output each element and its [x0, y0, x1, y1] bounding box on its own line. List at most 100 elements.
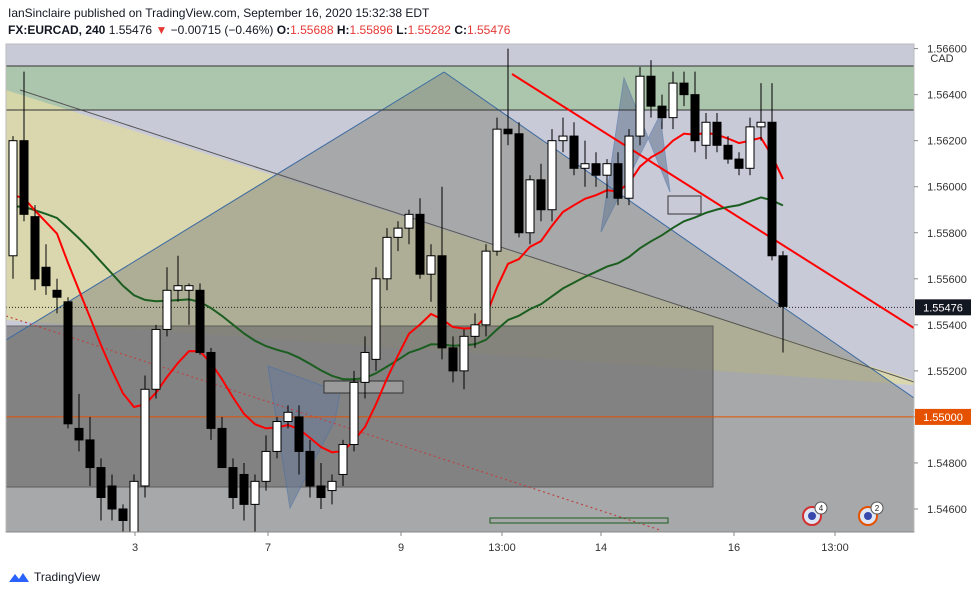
- bullish-candle: [558, 135, 568, 142]
- triangle-right-edge: [443, 71, 914, 399]
- bullish-candle: [162, 289, 172, 330]
- bearish-candle: [767, 121, 777, 257]
- bullish-candle: [624, 135, 634, 199]
- bearish-candle: [415, 213, 425, 275]
- y-tick-label: 1.56400: [927, 90, 967, 102]
- y-axis[interactable]: CAD 1.56600 1.56400 1.56200 1.56000 1.55800 1…: [914, 44, 967, 516]
- bearish-candle: [118, 508, 128, 521]
- x-tick-label: 13:00: [821, 542, 849, 554]
- bearish-candle: [690, 94, 700, 142]
- bullish-candle: [261, 450, 271, 482]
- bullish-candle: [151, 328, 161, 390]
- bearish-candle: [723, 144, 733, 160]
- bearish-candle: [316, 485, 326, 498]
- bullish-candle: [338, 444, 348, 475]
- bearish-candle: [536, 179, 546, 211]
- bullish-candle: [745, 126, 755, 169]
- plot-area[interactable]: 4 2: [6, 44, 914, 537]
- slow-moving-average: [12, 196, 784, 381]
- bullish-candle: [470, 324, 480, 337]
- bullish-candle: [393, 227, 403, 238]
- level-tag: 1.55000: [915, 408, 971, 425]
- symbol-info: FX:EURCAD, 240 1.55476 ▼ −0.00715 (−0.46…: [8, 23, 510, 37]
- green-box: [489, 517, 669, 524]
- demand-zone: [6, 325, 714, 488]
- bullish-candle: [492, 128, 502, 252]
- bearish-candle: [679, 82, 689, 96]
- bullish-candle: [481, 250, 491, 326]
- bearish-candle: [63, 301, 73, 425]
- bullish-candle: [349, 381, 359, 446]
- bullish-candle: [525, 179, 535, 234]
- candles: [8, 48, 788, 532]
- currency-label: CAD: [930, 53, 953, 65]
- triangle-left-edge: [6, 71, 445, 341]
- harmonic-pattern-1: [267, 365, 341, 510]
- x-tick-label: 14: [595, 542, 607, 554]
- red-trendline: [511, 73, 914, 329]
- bearish-candle: [206, 351, 216, 429]
- bearish-candle: [217, 427, 227, 469]
- y-tick-label: 1.55400: [927, 320, 967, 332]
- bullish-candle: [283, 411, 293, 423]
- event-icon-2[interactable]: 2: [858, 501, 884, 526]
- x-tick-label: 13:00: [488, 542, 516, 554]
- y-tick-label: 1.54600: [927, 504, 967, 516]
- x-tick-label: 7: [265, 542, 271, 554]
- bearish-candle: [30, 216, 40, 280]
- y-tick-label: 1.56000: [927, 182, 967, 194]
- down-arrow-icon: ▼: [155, 23, 168, 37]
- bullish-candle: [360, 351, 370, 383]
- bullish-candle: [184, 285, 194, 291]
- x-axis[interactable]: 3 7 9 13:00 14 16 13:00: [132, 532, 849, 554]
- bullish-candle: [250, 480, 260, 505]
- bullish-candle: [327, 480, 337, 492]
- bearish-candle: [591, 163, 601, 176]
- high-value: 1.55896: [349, 23, 393, 37]
- bullish-candle: [668, 82, 678, 119]
- bearish-candle: [294, 416, 304, 452]
- bearish-candle: [569, 135, 579, 169]
- bullish-candle: [459, 335, 469, 372]
- open-value: 1.55688: [290, 23, 334, 37]
- y-tick-label: 1.54800: [927, 458, 967, 470]
- y-tick-label: 1.55200: [927, 366, 967, 378]
- bullish-candle: [635, 75, 645, 137]
- low-label: L:: [396, 23, 408, 37]
- bearish-candle: [85, 439, 95, 469]
- bullish-candle: [272, 421, 282, 452]
- y-tick-label: 1.56200: [927, 136, 967, 148]
- current-price-tag: 1.55476: [915, 299, 971, 316]
- bullish-candle: [547, 140, 557, 211]
- y-tick-label: 1.55600: [927, 274, 967, 286]
- bearish-candle: [712, 121, 722, 146]
- y-tick-label: 1.56600: [927, 44, 967, 56]
- price-change: −0.00715 (−0.46%): [170, 23, 274, 37]
- bearish-candle: [778, 255, 788, 307]
- bearish-candle: [613, 163, 623, 199]
- level-tag-text: 1.55000: [923, 412, 963, 424]
- low-value: 1.55282: [407, 23, 451, 37]
- event-icon-1[interactable]: 4: [802, 501, 828, 526]
- bearish-candle: [734, 158, 744, 169]
- high-label: H:: [336, 23, 350, 37]
- tradingview-logo-icon: [9, 573, 29, 582]
- tradingview-logo[interactable]: TradingView: [8, 570, 100, 584]
- close-value: 1.55476: [466, 23, 511, 37]
- target-box: [667, 195, 702, 215]
- bullish-candle: [371, 278, 381, 360]
- bearish-candle: [195, 289, 205, 353]
- bullish-candle: [173, 285, 183, 291]
- close-label: C:: [454, 23, 467, 37]
- y-tick-label: 1.55800: [927, 228, 967, 240]
- x-tick-label: 16: [728, 542, 740, 554]
- bearish-candle: [437, 255, 447, 349]
- current-price-tag-text: 1.55476: [923, 302, 963, 314]
- bearish-candle: [96, 467, 106, 498]
- event-count-1: 4: [819, 504, 824, 513]
- bearish-candle: [228, 467, 238, 498]
- bullish-candle: [426, 255, 436, 275]
- open-label: O:: [276, 23, 291, 37]
- bearish-candle: [514, 133, 524, 234]
